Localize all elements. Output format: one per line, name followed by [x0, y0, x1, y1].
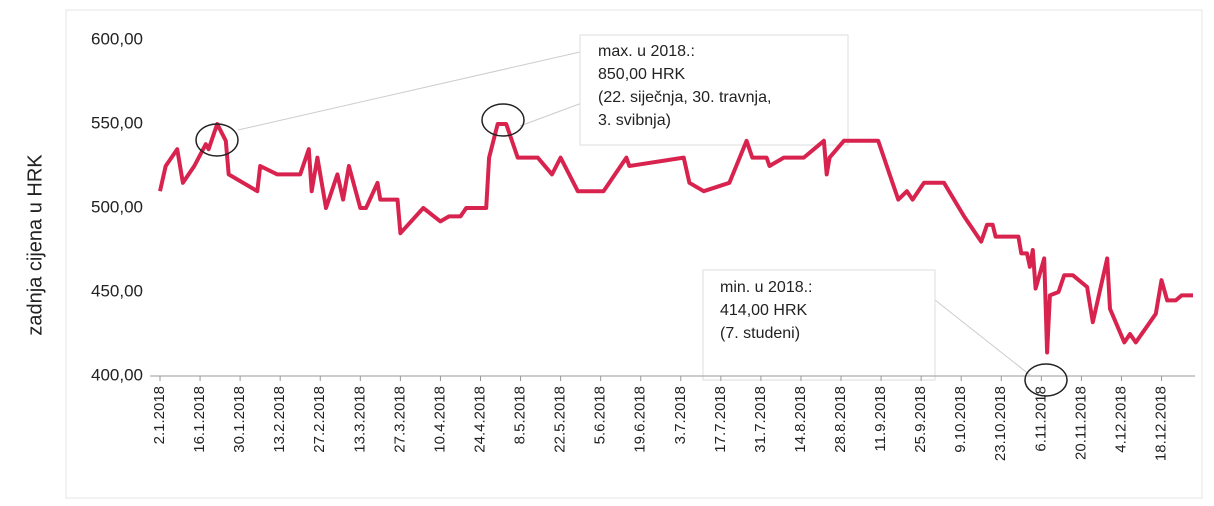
x-tick-label: 22.5.2018: [552, 386, 569, 453]
x-tick-label: 13.3.2018: [351, 386, 368, 453]
annotation-text: (22. siječnja, 30. travnja,: [598, 89, 771, 106]
x-tick-label: 17.7.2018: [712, 386, 729, 453]
annotation-text: 414,00 HRK: [720, 302, 807, 319]
x-tick-label: 4.12.2018: [1112, 386, 1129, 453]
x-tick-label: 9.10.2018: [952, 386, 969, 453]
highlight-ellipse: [1024, 363, 1068, 397]
highlight-ellipse: [481, 103, 525, 137]
y-tick-label: 400,00: [91, 365, 143, 384]
annotation-box: [702, 269, 936, 381]
connector: [237, 51, 581, 131]
x-tick-label: 16.1.2018: [191, 386, 208, 453]
x-tick-label: 10.4.2018: [431, 386, 448, 453]
x-tick-label: 30.1.2018: [231, 386, 248, 453]
x-tick-label: 13.2.2018: [271, 386, 288, 453]
x-tick-label: 18.12.2018: [1152, 386, 1169, 461]
x-tick-label: 25.9.2018: [912, 386, 929, 453]
annotation-box: [579, 34, 849, 146]
y-tick-label: 500,00: [91, 197, 143, 216]
annotation-text: 3. svibnja): [598, 112, 671, 129]
x-tick-label: 14.8.2018: [792, 386, 809, 453]
x-tick-label: 27.2.2018: [311, 386, 328, 453]
connector: [934, 299, 1031, 376]
x-tick-label: 28.8.2018: [832, 386, 849, 453]
x-tick-label: 23.10.2018: [992, 386, 1009, 461]
annotation-text: min. u 2018.:: [720, 279, 813, 296]
y-tick-label: 550,00: [91, 113, 143, 132]
x-tick-label: 19.6.2018: [632, 386, 649, 453]
x-tick-label: 20.11.2018: [1072, 386, 1089, 460]
y-tick-label: 450,00: [91, 281, 143, 300]
x-tick-label: 8.5.2018: [512, 386, 529, 444]
x-tick-label: 3.7.2018: [672, 386, 689, 444]
connector: [519, 99, 591, 127]
annotation-text: max. u 2018.:: [598, 43, 695, 60]
x-tick-label: 2.1.2018: [151, 386, 168, 444]
x-tick-label: 5.6.2018: [592, 386, 609, 444]
x-tick-label: 24.4.2018: [471, 386, 488, 453]
x-tick-label: 31.7.2018: [752, 386, 769, 453]
x-tick-label: 6.11.2018: [1032, 386, 1049, 452]
annotation-text: (7. studeni): [720, 325, 800, 342]
highlight-ellipse: [195, 123, 239, 157]
y-axis-label: zadnja cijena u HRK: [24, 154, 46, 336]
annotation-text: 850,00 HRK: [598, 66, 685, 83]
x-tick-label: 11.9.2018: [872, 386, 889, 452]
y-tick-label: 600,00: [91, 29, 143, 48]
chart-frame: [65, 9, 1203, 499]
price-line: [158, 122, 1193, 355]
x-tick-label: 27.3.2018: [391, 386, 408, 453]
